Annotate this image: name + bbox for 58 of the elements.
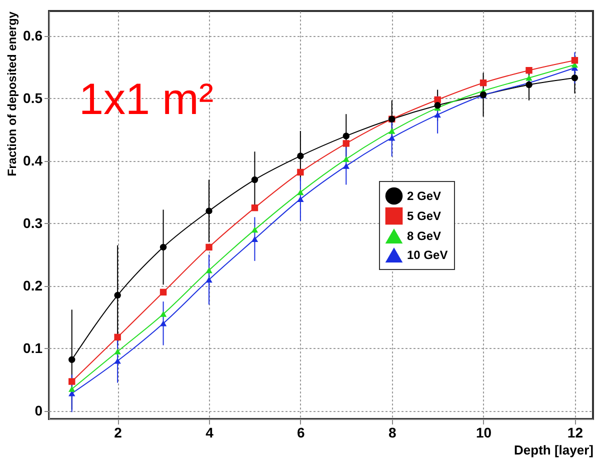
point <box>526 74 532 81</box>
point <box>68 356 76 363</box>
point <box>206 244 212 251</box>
point <box>160 311 167 317</box>
point <box>206 208 212 214</box>
point <box>571 57 578 64</box>
point <box>388 134 396 141</box>
legend-label: 8 GeV <box>407 229 442 243</box>
y-tick-label: 0.1 <box>23 340 43 356</box>
point <box>480 80 487 86</box>
point <box>526 81 532 88</box>
point <box>297 152 304 160</box>
point <box>388 128 396 134</box>
point <box>342 163 350 169</box>
y-tick-label: 0.2 <box>23 277 43 294</box>
point <box>434 112 441 118</box>
point <box>206 267 212 274</box>
point <box>114 334 121 341</box>
x-tick-label: 12 <box>567 424 584 440</box>
legend-label: 10 GeV <box>407 248 448 262</box>
x-tick-label: 2 <box>114 424 122 440</box>
x-tick-label: 4 <box>206 424 214 440</box>
point <box>571 74 578 82</box>
point <box>342 140 350 147</box>
y-tick-label: 0.4 <box>23 152 43 168</box>
point <box>526 67 532 74</box>
point <box>114 348 121 354</box>
annotation: 1x1 m² <box>79 75 214 124</box>
point <box>68 386 76 392</box>
y-axis-title: Fraction of deposited energy <box>5 11 20 176</box>
point <box>251 226 258 233</box>
point <box>434 96 441 104</box>
point <box>114 292 121 299</box>
point <box>434 102 441 109</box>
point <box>342 156 350 162</box>
legend-label: 2 GeV <box>407 189 442 203</box>
y-tick-label: 0.3 <box>23 214 43 231</box>
y-tick-label: 0.5 <box>23 90 43 106</box>
point <box>251 236 258 242</box>
x-tick-label: 6 <box>297 424 306 440</box>
point <box>297 189 304 196</box>
legend-label: 5 GeV <box>407 209 442 223</box>
y-tick-label: 0 <box>34 402 43 418</box>
x-tick-label: 10 <box>476 424 492 440</box>
point <box>206 276 212 283</box>
point <box>114 358 121 364</box>
point <box>160 288 167 296</box>
x-axis-title: Depth [layer] <box>514 442 594 458</box>
point <box>342 132 350 140</box>
point <box>297 196 304 202</box>
point <box>68 378 76 385</box>
point <box>297 168 304 176</box>
point <box>251 176 258 184</box>
x-tick-label: 8 <box>388 424 396 440</box>
point <box>160 320 167 326</box>
point <box>251 204 258 212</box>
point <box>160 244 167 251</box>
y-tick-label: 0.6 <box>23 27 43 44</box>
